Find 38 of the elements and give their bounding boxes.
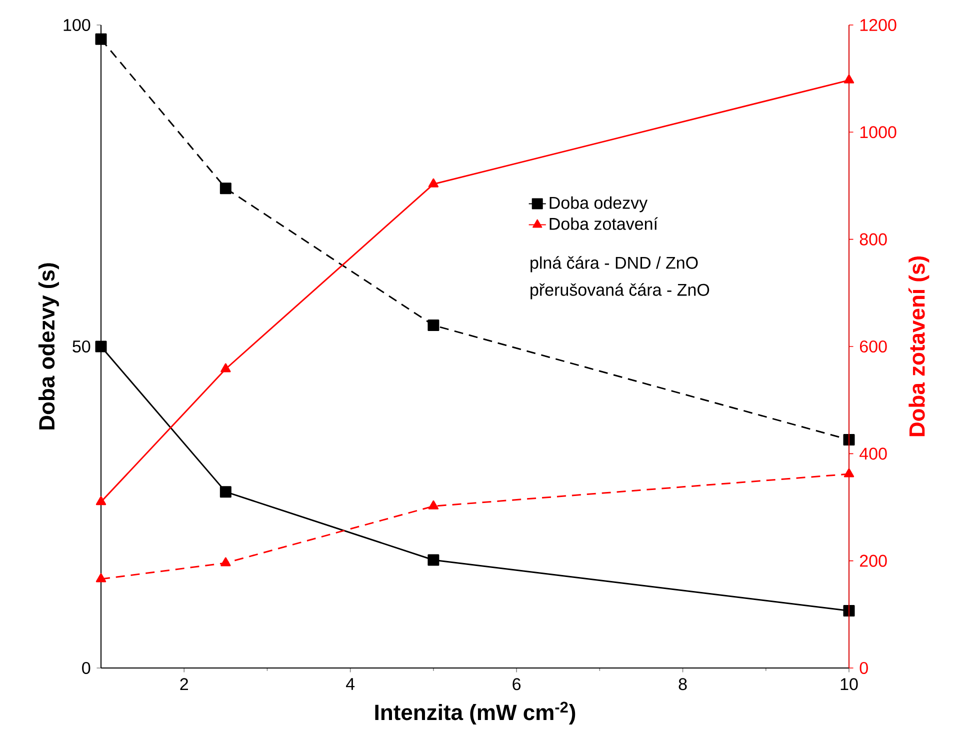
point <box>844 74 854 84</box>
point <box>428 178 439 188</box>
point <box>843 605 855 617</box>
y2-tick-label: 1000 <box>860 126 896 138</box>
x-tick-label: 6 <box>512 678 521 690</box>
y2-tick-label: 0 <box>860 662 868 674</box>
point <box>220 557 231 566</box>
annotation: přerušovaná čára - ZnO <box>530 283 710 300</box>
y-tick-label: 0 <box>82 662 90 674</box>
legend-label: Doba odezvy <box>550 196 648 212</box>
point <box>95 33 107 45</box>
point <box>95 340 107 352</box>
x-tick-label: 2 <box>180 678 188 690</box>
y2-tick-label: 400 <box>860 448 887 460</box>
y2-tick-label: 200 <box>860 554 887 567</box>
legend-label: Doba zotavení <box>550 217 658 230</box>
y2-tick-label: 600 <box>860 340 887 353</box>
y2-tick-label: 1200 <box>860 18 896 32</box>
annotation: plná čára - DND / ZnO <box>530 256 698 272</box>
y-tick-label: 50 <box>72 340 90 353</box>
y2-axis-title: Doba zotavení (s) <box>908 256 930 436</box>
point <box>96 573 106 582</box>
x-tick-label: 10 <box>840 678 858 690</box>
x-tick-label: 4 <box>346 678 355 690</box>
point <box>843 434 855 446</box>
point <box>220 182 232 194</box>
point <box>220 486 232 498</box>
point <box>96 496 106 506</box>
point <box>428 500 439 510</box>
point <box>220 363 231 372</box>
point <box>428 554 440 566</box>
y2-tick-label: 800 <box>860 233 887 246</box>
point <box>844 468 854 478</box>
x-tick-label: 8 <box>678 678 687 690</box>
point <box>428 320 440 332</box>
y-axis-title: Doba odezvy (s) <box>38 263 59 430</box>
x-axis-title: Intenzita (mW cm$^{-2}$) <box>375 702 576 725</box>
y-tick-label: 100 <box>64 18 90 32</box>
